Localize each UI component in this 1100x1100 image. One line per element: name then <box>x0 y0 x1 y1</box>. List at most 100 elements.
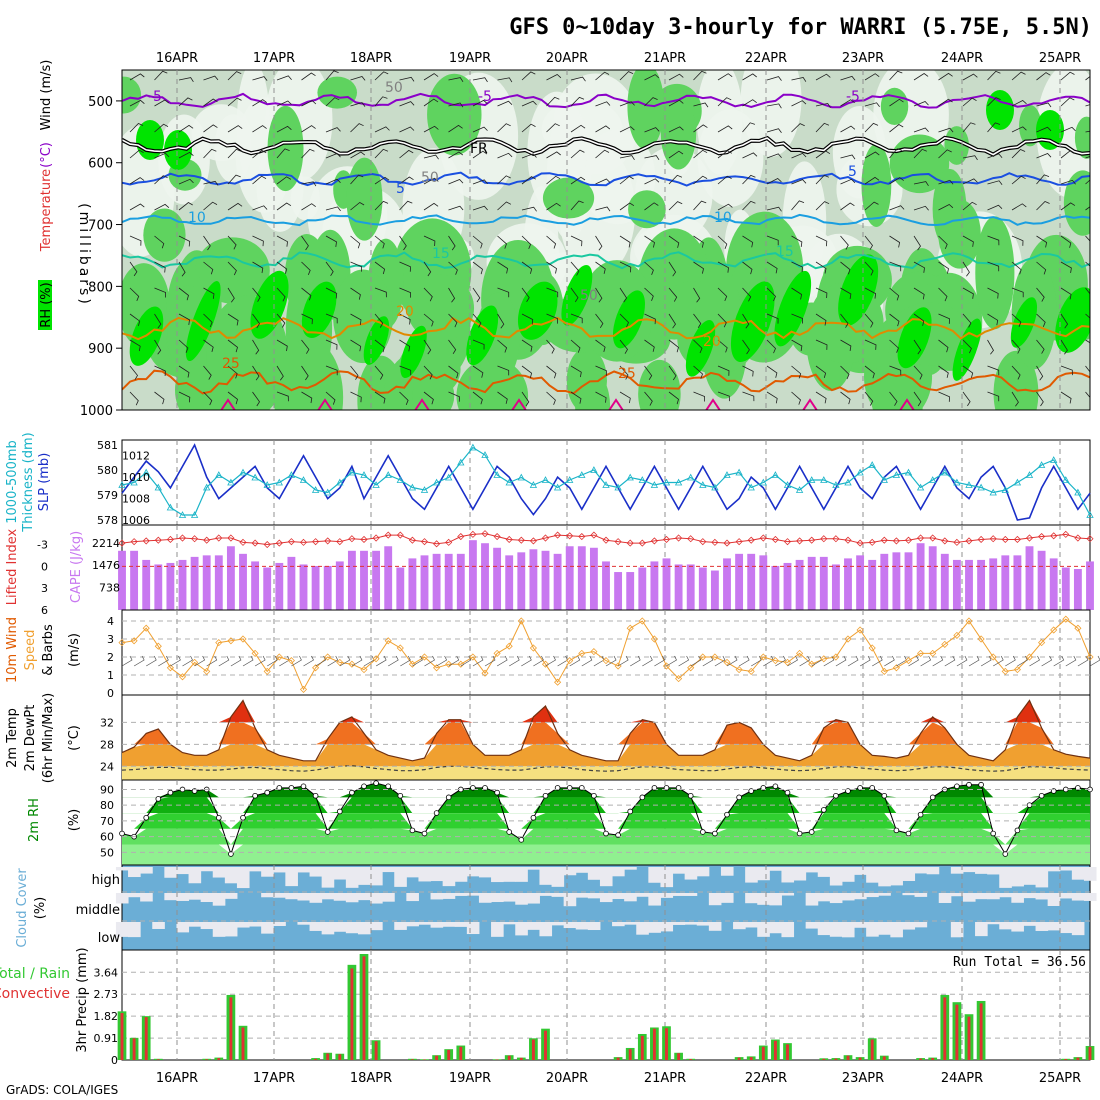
thickness-point <box>481 451 489 458</box>
thickness-point <box>154 483 162 491</box>
cloud-cell <box>309 867 323 877</box>
wind-barb <box>129 177 145 185</box>
thickness-point <box>614 483 622 491</box>
lifted-index-point <box>699 538 707 546</box>
wind-barb <box>815 235 828 247</box>
slp-line <box>121 443 1091 521</box>
thickness-point <box>795 486 804 493</box>
cloud-cell <box>406 922 419 927</box>
wind-barb <box>815 150 831 159</box>
cloud-cell <box>660 893 674 898</box>
thickness-point <box>541 476 550 483</box>
wind-barb <box>472 313 482 328</box>
wind-barb <box>742 339 750 355</box>
wind-barb <box>423 391 434 405</box>
wind-speed-point <box>699 653 707 661</box>
precip-convective-bar <box>689 1059 693 1060</box>
temp-warm-area <box>122 744 1090 767</box>
wind-barb <box>448 287 456 303</box>
contour-label: 15 <box>776 244 794 260</box>
cloud-cell <box>297 867 311 873</box>
cloud-cell <box>599 893 613 903</box>
contour-label: 5 <box>848 164 857 180</box>
cloud-cell <box>442 922 456 927</box>
wind-speed-point <box>783 658 792 666</box>
wind-barb <box>693 102 709 108</box>
wind-barb <box>987 180 1003 186</box>
axis-title: (%) <box>33 897 48 920</box>
wind-barb <box>350 365 359 380</box>
wind-barb <box>350 313 362 325</box>
lifted-index-point <box>178 534 187 542</box>
precip-convective-bar <box>616 1057 620 1060</box>
wind-barb <box>619 71 634 81</box>
rh-point <box>300 783 307 790</box>
cloud-cell <box>454 893 468 896</box>
wind-speed-point <box>517 617 525 625</box>
cape-bar <box>481 543 489 610</box>
cloud-cell <box>442 867 456 887</box>
wind-barb <box>521 123 536 133</box>
wind-barb <box>742 73 757 81</box>
cape-bar <box>251 561 260 610</box>
wind-barb <box>154 339 162 355</box>
rh-point <box>433 810 440 816</box>
rh-point <box>518 837 525 843</box>
wind-barb <box>864 339 877 350</box>
rh-moist-region <box>346 157 383 241</box>
lifted-index-point <box>1025 534 1034 542</box>
cloud-cell <box>781 867 795 883</box>
cape-bar <box>263 567 272 610</box>
wind-speed-point <box>493 649 501 657</box>
cape-lifted-index-panel: -3 0 3 6 2214 1476 738 Lifted Index CAPE (J/kg) <box>5 524 1094 617</box>
wind-barb <box>570 76 586 82</box>
rh-point <box>699 829 706 835</box>
cape-bar <box>360 550 368 610</box>
wind-barb <box>325 153 341 159</box>
wind-barb <box>448 391 460 402</box>
cloud-cell <box>841 922 855 938</box>
cloud-cell <box>321 922 335 935</box>
cloud-level-label: high <box>92 873 120 888</box>
wind-barb <box>787 655 798 667</box>
cloud-cell <box>817 893 831 902</box>
wind-barb <box>766 178 782 185</box>
wind-barb <box>301 287 312 301</box>
wind-barb <box>619 155 635 161</box>
wind-speed-point <box>251 649 259 657</box>
wind-barb <box>351 655 363 667</box>
wind-barb <box>521 365 533 379</box>
cape-bar <box>190 556 199 610</box>
thickness-point <box>190 511 199 518</box>
cape-bar <box>674 564 683 610</box>
thickness-point <box>469 443 477 451</box>
cloud-cell <box>200 867 214 872</box>
wind-speed-point <box>953 631 961 639</box>
cloud-cell <box>128 922 141 938</box>
top-date-label: 18APR <box>350 51 392 66</box>
wind-barb <box>1060 261 1072 273</box>
wind-barb <box>276 339 288 352</box>
wind-barb <box>864 151 880 159</box>
wind-barb <box>913 365 923 380</box>
wind-barb <box>1085 339 1090 344</box>
cloud-cell <box>236 922 250 928</box>
wind-barb <box>717 235 728 249</box>
lifted-index-point <box>191 535 199 543</box>
wind-barb <box>350 174 364 185</box>
wind-barb <box>766 153 782 159</box>
lifted-index-point <box>1074 534 1082 542</box>
rh-point <box>724 811 730 818</box>
wind-barb <box>987 70 1001 81</box>
wind-speed-point <box>336 658 344 666</box>
precip-convective-bar <box>241 1027 245 1060</box>
wind-speed-point <box>977 635 985 643</box>
wind-speed-point <box>215 639 223 647</box>
wind-barb <box>1036 72 1051 81</box>
wind-speed-point <box>408 660 416 668</box>
wind-barb <box>350 261 363 272</box>
cloud-cell <box>902 867 916 881</box>
wind-barb <box>717 313 727 328</box>
wind-barb <box>690 655 702 667</box>
wind-barb <box>472 150 488 159</box>
